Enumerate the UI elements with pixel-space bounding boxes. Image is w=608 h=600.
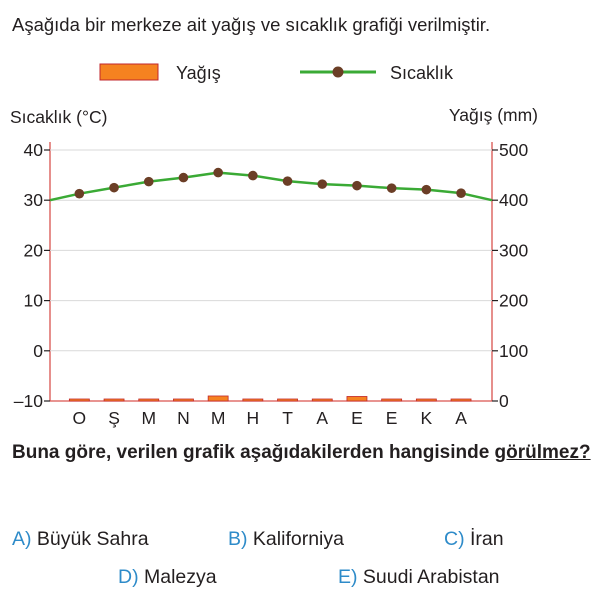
option-c-letter: C): [444, 528, 465, 550]
temperature-line: [49, 171, 493, 202]
rain-bar: [450, 398, 472, 402]
left-axis-title: Sıcaklık (°C): [10, 107, 107, 127]
month-label: A: [316, 408, 328, 428]
rain-bar: [173, 398, 194, 402]
right-tick-label: 100: [499, 341, 528, 361]
option-d-letter: D): [118, 566, 139, 588]
temperature-point: [421, 184, 432, 195]
option-b-letter: B): [228, 528, 248, 550]
month-label: M: [211, 408, 226, 428]
rain-bar: [346, 396, 368, 402]
climate-chart: Yağış Sıcaklık Sıcaklık (°C) Yağış (mm) 40 30…: [10, 63, 538, 428]
month-label: E: [386, 408, 398, 428]
temperature-point: [282, 176, 293, 186]
option-a[interactable]: A) Büyük Sahra: [12, 528, 149, 551]
month-label: T: [282, 408, 293, 428]
intro-text: Aşağıda bir merkeze ait yağış ve sıcaklı…: [12, 14, 491, 35]
option-c[interactable]: C) İran: [444, 528, 504, 551]
legend-rain-label: Yağış: [176, 63, 221, 83]
right-tick-label: 0: [499, 391, 509, 411]
legend-rain-swatch: [99, 63, 159, 81]
temperature-point: [109, 182, 119, 193]
rain-bar: [415, 398, 437, 402]
option-e-text: Suudi Arabistan: [362, 566, 500, 588]
month-label: O: [73, 408, 87, 428]
option-b[interactable]: B) Kaliforniya: [228, 528, 344, 551]
option-a-letter: A): [12, 528, 32, 550]
question-part1: Buna göre, verilen grafik aşağıdakilerde…: [12, 442, 495, 463]
temperature-point: [143, 176, 154, 187]
temperature-point: [352, 180, 362, 191]
temperature-point: [248, 170, 258, 181]
left-tick-label: 0: [33, 341, 43, 361]
legend-temp-label: Sıcaklık: [390, 63, 454, 83]
right-tick-label: 400: [499, 190, 528, 210]
option-d[interactable]: D) Malezya: [118, 566, 217, 589]
rain-bar: [68, 398, 90, 402]
rain-bar: [381, 398, 403, 402]
month-label: M: [141, 408, 156, 428]
right-axis-title: Yağış (mm): [449, 105, 538, 125]
option-d-text: Malezya: [144, 566, 217, 588]
left-tick-label: 30: [24, 190, 44, 210]
right-tick-label: 300: [499, 240, 528, 260]
month-label: E: [351, 408, 363, 428]
right-tick-label: 500: [499, 140, 528, 160]
temperature-point: [456, 188, 466, 198]
temperature-point: [178, 172, 189, 183]
option-a-text: Büyük Sahra: [36, 528, 149, 550]
temperature-point: [74, 188, 85, 199]
option-e[interactable]: E) Suudi Arabistan: [338, 566, 500, 589]
left-tick-label: 20: [24, 240, 44, 260]
temperature-point: [386, 183, 397, 193]
rain-bar: [138, 398, 160, 402]
left-tick-label: –10: [14, 391, 43, 411]
month-label: K: [421, 408, 433, 428]
question-part2: görülmez?: [494, 442, 591, 463]
option-b-text: Kaliforniya: [252, 528, 344, 550]
month-label: A: [455, 408, 467, 428]
rain-bar: [311, 398, 333, 402]
left-tick-label: 10: [24, 291, 44, 311]
rain-bar: [103, 398, 125, 402]
left-tick-label: 40: [24, 140, 44, 160]
right-tick-label: 200: [499, 291, 528, 311]
rain-bar: [242, 398, 264, 402]
legend-temp-marker: [332, 66, 344, 78]
month-label: H: [247, 408, 260, 428]
option-e-letter: E): [338, 566, 358, 588]
option-c-text: İran: [470, 528, 504, 550]
temperature-point: [213, 167, 223, 178]
temperature-point: [317, 179, 328, 189]
rain-bar: [277, 398, 298, 402]
month-label: Ş: [108, 408, 120, 428]
question-text: Buna göre, verilen grafik aşağıdakilerde…: [12, 438, 602, 468]
month-label: N: [177, 408, 190, 428]
rain-bar: [207, 395, 229, 402]
